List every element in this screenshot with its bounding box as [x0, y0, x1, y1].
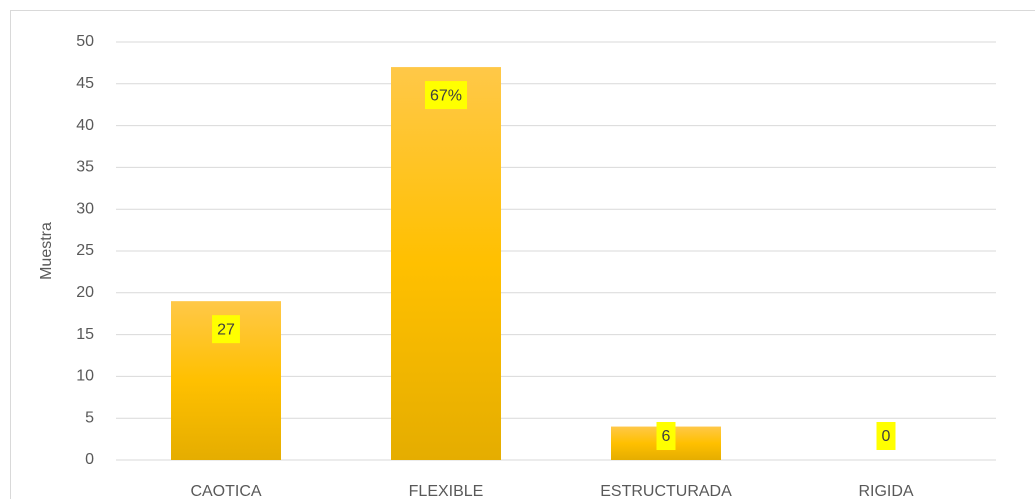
y-tick-label: 5 [85, 409, 94, 426]
y-tick-label: 25 [76, 242, 94, 259]
data-label: 27 [217, 321, 235, 338]
x-tick-label: CAOTICA [190, 483, 261, 499]
x-tick-label: FLEXIBLE [409, 483, 484, 499]
data-label: 67% [430, 87, 462, 104]
y-tick-label: 0 [85, 451, 94, 468]
y-tick-label: 15 [76, 326, 94, 343]
data-label-background [212, 315, 240, 344]
y-tick-label: 20 [76, 284, 94, 301]
bar [391, 67, 501, 460]
y-tick-label: 30 [76, 200, 94, 217]
y-tick-label: 35 [76, 159, 94, 176]
y-tick-label: 45 [76, 75, 94, 92]
data-label-background [656, 422, 676, 450]
data-label: 6 [662, 428, 671, 445]
y-tick-label: 10 [76, 368, 94, 385]
y-tick-label: 40 [76, 117, 94, 134]
chart-frame [10, 10, 1035, 499]
x-tick-label: RIGIDA [858, 483, 913, 499]
x-tick-label: ESTRUCTURADA [600, 483, 732, 499]
y-axis-title: Muestra [38, 222, 55, 280]
data-label: 0 [882, 428, 891, 445]
data-label-background [424, 81, 468, 110]
data-label-background [876, 422, 896, 450]
y-tick-label: 50 [76, 33, 94, 50]
